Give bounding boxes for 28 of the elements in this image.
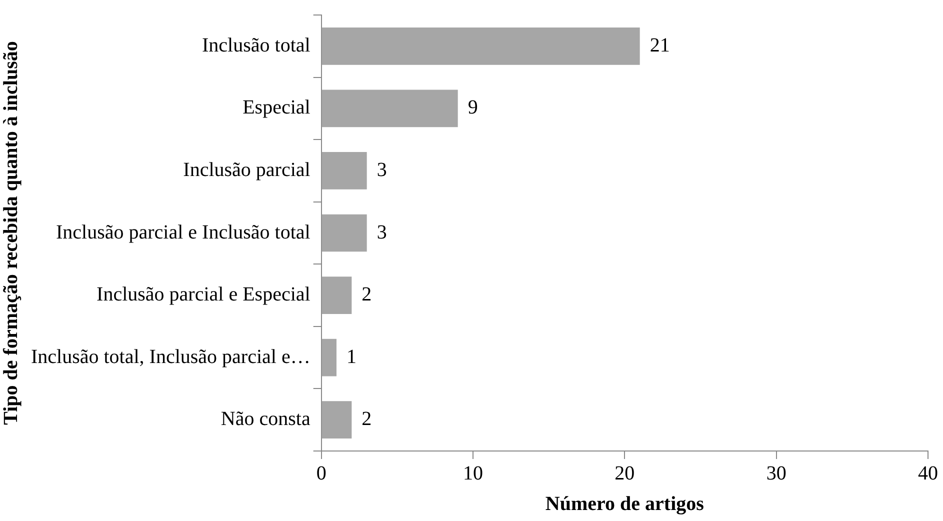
bar	[322, 338, 337, 376]
y-tick-label: Inclusão total	[202, 34, 311, 56]
x-tick-label: 10	[463, 462, 483, 484]
x-tick-label: 40	[918, 462, 938, 484]
data-label: 2	[362, 408, 372, 430]
x-axis-title: Número de artigos	[545, 493, 704, 516]
bar	[322, 27, 640, 65]
bar	[322, 276, 352, 314]
y-axis-title: Tipo de formação recebida quanto à inclusão	[0, 41, 22, 425]
x-tick-label: 30	[766, 462, 786, 484]
bar	[322, 214, 367, 252]
bar	[322, 152, 367, 190]
y-tick-label: Inclusão parcial e Inclusão total	[56, 221, 311, 244]
y-tick-label: Especial	[242, 96, 311, 119]
data-label: 3	[376, 158, 387, 181]
data-label: 9	[468, 96, 478, 119]
x-tick-label: 20	[614, 462, 635, 484]
y-tick-label: Inclusão parcial	[183, 158, 311, 181]
data-label: 2	[362, 284, 372, 306]
bar	[322, 90, 458, 128]
y-tick-label: Inclusão total, Inclusão parcial e…	[30, 346, 310, 368]
data-label: 21	[650, 34, 670, 56]
data-label: 3	[376, 221, 387, 244]
y-tick-label: Não consta	[220, 408, 310, 430]
y-tick-label: Inclusão parcial e Especial	[96, 284, 311, 306]
x-tick-label: 0	[316, 462, 326, 484]
bar	[322, 401, 352, 439]
data-label: 1	[346, 346, 357, 368]
